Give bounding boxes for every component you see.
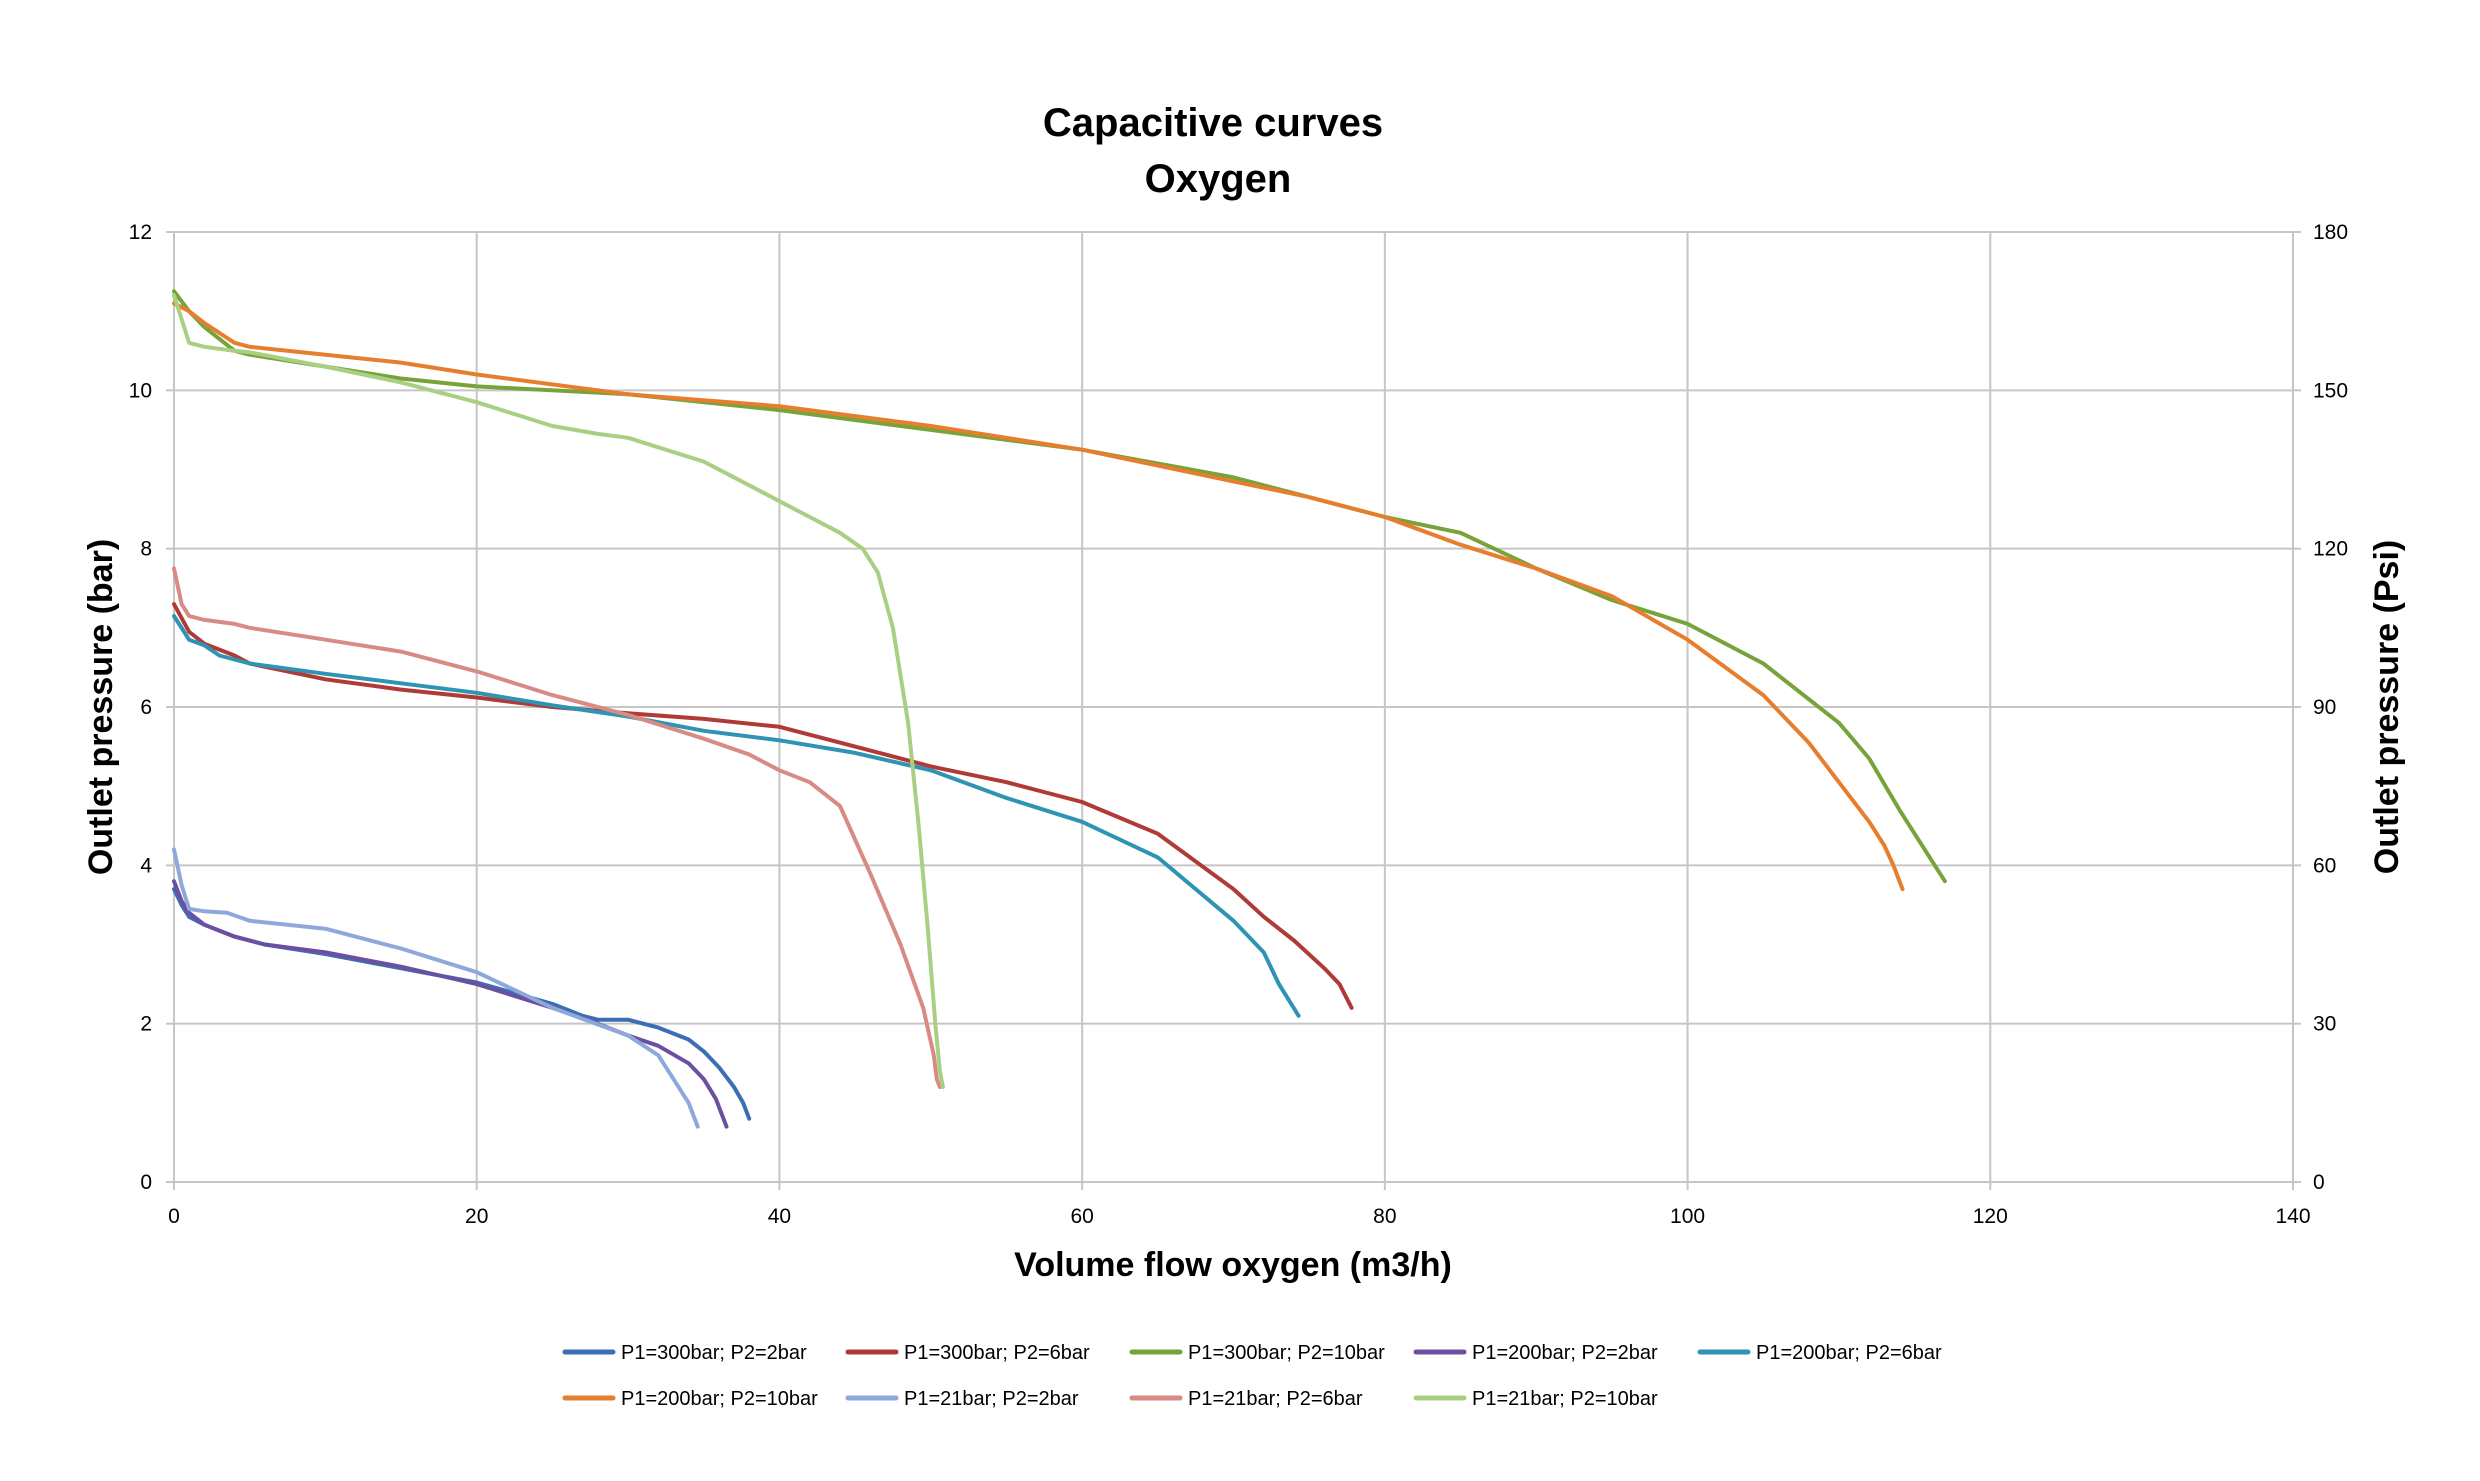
x-tick-label-120: 120 (1973, 1205, 2008, 1228)
legend-label-2: P1=300bar; P2=6bar (904, 1342, 1090, 1364)
y-tick-label-2: 2 (140, 1013, 152, 1036)
y-tick-label-4: 4 (140, 854, 152, 877)
series-line-4 (172, 879, 729, 1129)
series-line-7 (172, 847, 700, 1129)
legend-label-9: P1=21bar; P2=10bar (1472, 1388, 1658, 1410)
series-line-2 (172, 602, 1354, 1010)
x-tick-label-40: 40 (768, 1205, 791, 1228)
legend-label-5: P1=200bar; P2=6bar (1756, 1342, 1942, 1364)
x-tick-label-140: 140 (2275, 1205, 2310, 1228)
y2-axis-title: Outlet pressure (Psi) (2368, 540, 2406, 874)
legend-label-7: P1=21bar; P2=2bar (904, 1388, 1079, 1410)
legend-label-6: P1=200bar; P2=10bar (621, 1388, 818, 1410)
x-tick-label-60: 60 (1070, 1205, 1093, 1228)
x-tick-label-100: 100 (1670, 1205, 1705, 1228)
series-line-3 (172, 289, 1947, 884)
y2-tick-label-120: 120 (2313, 538, 2348, 561)
series-line-9 (172, 293, 945, 1089)
y2-tick-label-150: 150 (2313, 379, 2348, 402)
y2-tick-label-30: 30 (2313, 1013, 2336, 1036)
legend-label-1: P1=300bar; P2=2bar (621, 1342, 807, 1364)
series-line-8 (172, 566, 942, 1089)
y-tick-label-0: 0 (140, 1171, 152, 1194)
legend-label-3: P1=300bar; P2=10bar (1188, 1342, 1385, 1364)
y2-tick-label-90: 90 (2313, 696, 2336, 719)
chart-title-line-2: Oxygen (1145, 157, 1292, 201)
legend: P1=300bar; P2=2bar P1=300bar; P2=6bar P1=3… (562, 1342, 1942, 1410)
y-tick-label-8: 8 (140, 538, 152, 561)
y-axis-title: Outlet pressure (bar) (82, 539, 120, 875)
y-tick-label-10: 10 (129, 379, 152, 402)
legend-label-8: P1=21bar; P2=6bar (1188, 1388, 1363, 1410)
y2-tick-label-0: 0 (2313, 1171, 2325, 1194)
x-tick-label-80: 80 (1373, 1205, 1396, 1228)
x-tick-label-0: 0 (168, 1205, 180, 1228)
chart-title-line-1: Capacitive curves (1043, 101, 1383, 145)
y-tick-label-12: 12 (129, 221, 152, 244)
series-line-6 (172, 301, 1905, 892)
y2-tick-label-180: 180 (2313, 221, 2348, 244)
x-tick-label-20: 20 (465, 1205, 488, 1228)
x-axis-title: Volume flow oxygen (m3/h) (1014, 1246, 1452, 1284)
series-line-5 (172, 614, 1301, 1018)
y-tick-label-6: 6 (140, 696, 152, 719)
series-layer (172, 289, 1947, 1129)
legend-label-4: P1=200bar; P2=2bar (1472, 1342, 1658, 1364)
y2-tick-label-60: 60 (2313, 854, 2336, 877)
